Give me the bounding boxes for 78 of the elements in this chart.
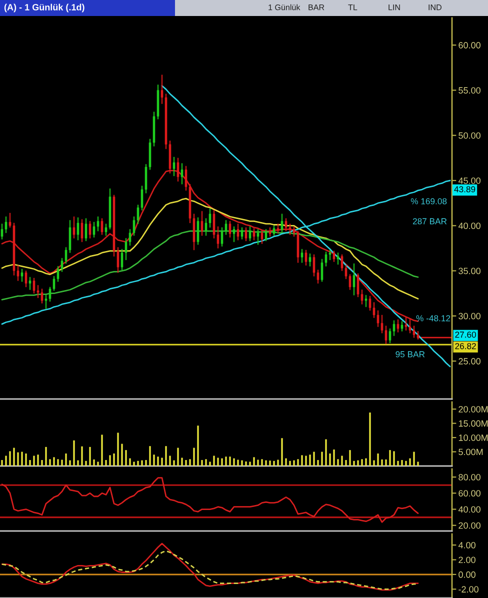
- y-tick-label: 40.00: [458, 222, 480, 230]
- candlestick: [252, 228, 256, 240]
- candlestick: [20, 268, 24, 282]
- candlestick: [172, 156, 176, 176]
- candlestick: [260, 230, 264, 244]
- chart-title: (A) - 1 Günlük (.1d): [4, 4, 84, 12]
- candlestick: [248, 226, 252, 242]
- text: IND: [428, 4, 442, 10]
- candlestick: [232, 226, 236, 242]
- candlestick: [308, 254, 312, 266]
- y-tick-label: 20.00: [458, 522, 480, 529]
- candlestick: [176, 158, 180, 182]
- candlestick: [364, 295, 368, 308]
- candlestick: [76, 217, 80, 240]
- candlestick: [88, 221, 92, 238]
- y-tick-label: 10.00M: [458, 434, 488, 441]
- y-tick-label: 80.00: [458, 474, 480, 480]
- candlestick: [200, 211, 204, 236]
- line-series: [1, 550, 419, 590]
- candlestick: [24, 270, 28, 288]
- candlestick: [196, 217, 200, 245]
- text: 27.60: [455, 332, 476, 338]
- candlestick: [276, 224, 280, 234]
- candlestick: [352, 263, 356, 296]
- candlestick: [80, 219, 84, 242]
- candlestick: [396, 319, 400, 332]
- candlestick: [84, 218, 88, 242]
- text: LIN: [388, 4, 400, 10]
- y-tick-label: 30.00: [458, 312, 480, 320]
- y-tick-label: 20.00M: [458, 406, 488, 412]
- candlestick: [72, 216, 76, 238]
- text: BAR: [308, 4, 324, 10]
- candlestick: [240, 227, 244, 240]
- candlestick: [40, 288, 44, 304]
- y-tick-label: -2.00: [458, 586, 478, 593]
- candlestick: [100, 218, 104, 235]
- candlestick: [244, 227, 248, 242]
- candlestick: [256, 229, 260, 245]
- candlestick: [28, 276, 32, 290]
- line-series: [1, 477, 419, 523]
- annotation: 287 BAR: [412, 218, 447, 224]
- candlestick: [332, 250, 336, 262]
- candlestick: [284, 218, 288, 232]
- candlestick: [304, 250, 308, 266]
- y-tick-label: 2.00: [458, 556, 476, 564]
- y-tick-label: 25.00: [458, 358, 480, 364]
- candlestick: [272, 226, 276, 236]
- y-tick-label: 35.00: [458, 268, 480, 274]
- candlestick: [336, 252, 340, 265]
- candlestick: [300, 248, 304, 263]
- candlestick: [404, 316, 408, 331]
- y-tick-label: 45.00: [458, 177, 480, 184]
- y-tick-label: 55.00: [458, 87, 480, 94]
- line-series: [1, 542, 419, 591]
- candlestick: [228, 221, 232, 238]
- y-tick-label: 50.00: [458, 132, 480, 139]
- candlestick: [268, 227, 272, 237]
- candlestick: [180, 163, 184, 184]
- candlestick: [280, 214, 284, 232]
- annotation: % 169.08: [410, 198, 447, 204]
- ref-line-label: 26.82: [455, 343, 476, 350]
- text: 1 Günlük: [268, 4, 300, 10]
- y-tick-label: 0.00: [458, 571, 476, 578]
- candlestick: [32, 278, 36, 294]
- y-tick-label: 40.00: [458, 506, 480, 513]
- y-tick-label: 4.00: [458, 542, 476, 548]
- y-tick-label: 15.00M: [458, 420, 488, 427]
- line-series: [1, 230, 419, 300]
- annotation: 95 BAR: [396, 351, 425, 358]
- text: TL: [348, 4, 358, 10]
- y-tick-label: 5.00M: [458, 448, 483, 456]
- text: 43.89: [454, 186, 476, 192]
- y-tick-label: 60.00: [458, 42, 480, 48]
- candlestick: [236, 224, 240, 240]
- candlestick: [400, 321, 404, 332]
- candlestick: [264, 229, 268, 242]
- y-tick-label: 60.00: [458, 490, 480, 497]
- annotation: % -48.12: [416, 315, 450, 322]
